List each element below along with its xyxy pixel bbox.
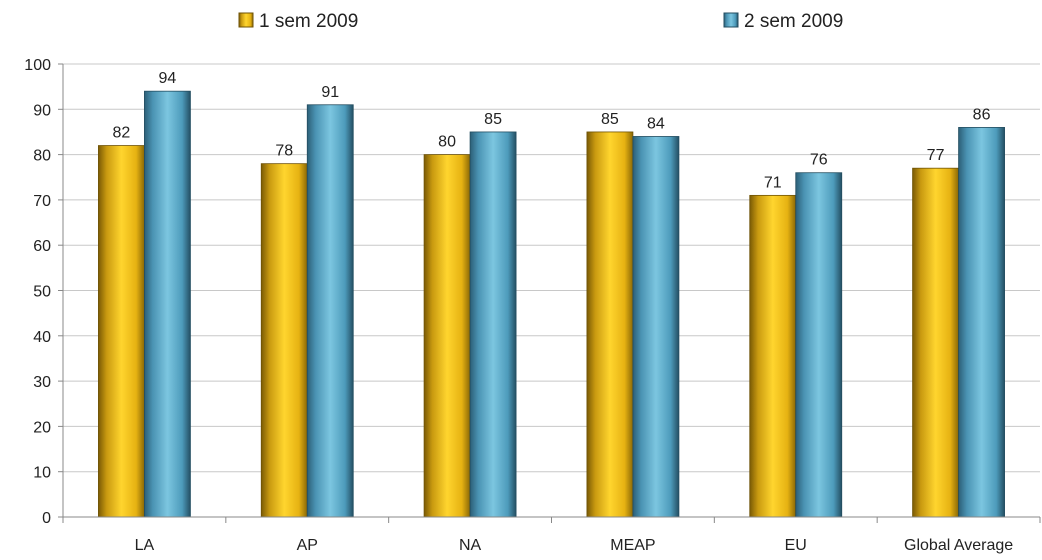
y-tick-label: 10 — [33, 465, 51, 482]
data-label: 78 — [275, 143, 293, 160]
bar-1-ap — [260, 163, 308, 518]
y-tick-label: 70 — [33, 193, 51, 210]
y-tick-label: 40 — [33, 329, 51, 346]
bar-1-global-average — [912, 167, 959, 518]
x-tick-label: Global Average — [904, 537, 1013, 554]
data-label: 91 — [321, 84, 339, 101]
y-tick-label: 30 — [33, 374, 51, 391]
data-label: 94 — [159, 70, 177, 87]
y-tick-label: 90 — [33, 102, 51, 119]
bar-2-meap — [632, 136, 680, 518]
bar-1-la — [98, 145, 145, 518]
bars — [98, 90, 1005, 518]
legend: 1 sem 2009 2 sem 2009 — [238, 11, 843, 32]
data-label: 86 — [973, 106, 991, 123]
bar-2-global-average — [958, 127, 1005, 518]
data-label: 76 — [810, 152, 828, 169]
data-label: 71 — [764, 174, 782, 191]
x-tick-label: AP — [297, 537, 318, 554]
legend-label: 1 sem 2009 — [259, 11, 358, 32]
y-tick-label: 80 — [33, 148, 51, 165]
legend-label: 2 sem 2009 — [744, 11, 843, 32]
gridlines — [63, 63, 1040, 473]
bar-2-eu — [795, 172, 843, 518]
x-tick-label: LA — [135, 537, 155, 554]
bar-1-na — [423, 154, 471, 518]
x-tick-label: NA — [459, 537, 482, 554]
y-tick-label: 50 — [33, 284, 51, 301]
data-label: 85 — [601, 111, 619, 128]
x-tick-label: EU — [785, 537, 807, 554]
bar-2-na — [469, 131, 517, 518]
data-label: 80 — [438, 134, 456, 151]
labels: 0 10 20 30 40 50 60 70 80 90 100 82 94 LA 78 91 AP 80 85 NA… — [24, 57, 1013, 554]
y-tick-label: 60 — [33, 238, 51, 255]
legend-swatch — [723, 12, 739, 28]
data-label: 82 — [113, 125, 131, 142]
axes — [58, 63, 1041, 523]
bar-2-ap — [306, 104, 354, 518]
legend-swatch — [238, 12, 254, 28]
data-label: 77 — [927, 147, 945, 164]
y-tick-label: 0 — [42, 510, 51, 527]
x-tick-label: MEAP — [610, 537, 655, 554]
y-tick-label: 100 — [24, 57, 51, 74]
data-label: 84 — [647, 115, 665, 132]
bar-1-eu — [749, 194, 797, 518]
data-label: 85 — [484, 111, 502, 128]
y-tick-label: 20 — [33, 419, 51, 436]
bar-1-meap — [586, 131, 634, 518]
bar-2-la — [144, 90, 191, 518]
